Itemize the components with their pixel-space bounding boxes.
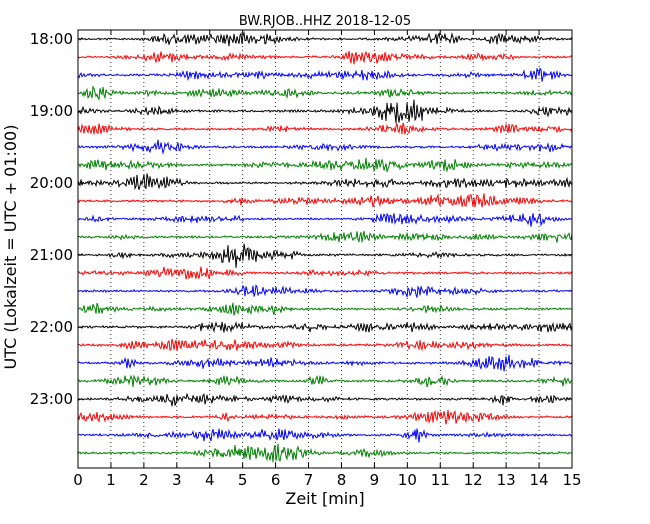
- seismogram-trace: [77, 50, 573, 65]
- x-tick-label: 11: [431, 471, 450, 489]
- seismogram-trace: [77, 193, 573, 208]
- seismogram-trace: [77, 139, 573, 155]
- seismogram-trace: [77, 85, 573, 101]
- y-tick-label: 18:00: [30, 30, 73, 48]
- vertical-gridlines: [110, 30, 540, 468]
- seismogram-trace: [77, 122, 573, 135]
- y-tick-label: 19:00: [30, 102, 73, 120]
- seismogram-trace: [77, 99, 573, 124]
- x-tick-label: 10: [398, 471, 417, 489]
- x-tick-label: 6: [271, 471, 281, 489]
- x-tick-label: 1: [106, 471, 116, 489]
- x-tick-label: 4: [205, 471, 215, 489]
- seismogram-trace: [77, 266, 573, 280]
- x-tick-label: 3: [172, 471, 182, 489]
- seismogram-trace: [77, 320, 573, 333]
- x-axis-label: Zeit [min]: [285, 489, 364, 508]
- x-tick-label: 13: [497, 471, 516, 489]
- seismogram-trace: [77, 409, 573, 425]
- x-tick-label: 8: [337, 471, 347, 489]
- seismogram-trace: [77, 354, 573, 372]
- x-tick-label: 12: [464, 471, 483, 489]
- x-tick-label: 14: [530, 471, 549, 489]
- y-tick-label: 20:00: [30, 174, 73, 192]
- seismogram-trace: [77, 30, 573, 47]
- seismogram-trace: [77, 302, 573, 316]
- x-tick-label: 15: [562, 471, 581, 489]
- seismogram-trace: [77, 231, 573, 243]
- plot-frame: [77, 29, 573, 469]
- seismogram-trace: [77, 212, 573, 227]
- x-tick-label: 9: [370, 471, 380, 489]
- y-tick-label: 21:00: [30, 246, 73, 264]
- y-tick-label: 22:00: [30, 318, 73, 336]
- seismogram-trace: [77, 338, 573, 352]
- seismogram-trace: [77, 443, 573, 463]
- x-axis-ticks: 0 1 2 3 4 5 6 7 8 9 10 11 12 13 14 15: [73, 30, 582, 489]
- seismogram-trace: [77, 157, 573, 173]
- y-axis-ticks: 18:00 19:00 20:00 21:00 22:00 23:00: [30, 30, 572, 408]
- x-tick-label: 2: [139, 471, 149, 489]
- seismogram-trace: [77, 173, 573, 191]
- seismogram-trace: [77, 392, 573, 407]
- x-tick-label: 5: [238, 471, 248, 489]
- y-tick-label: 23:00: [30, 390, 73, 408]
- chart-title: BW.RJOB..HHZ 2018-12-05: [239, 14, 411, 29]
- seismogram-traces: [77, 30, 573, 463]
- seismogram-trace: [77, 374, 573, 388]
- y-axis-label: UTC (Lokalzeit = UTC + 01:00): [1, 125, 20, 370]
- x-tick-label: 7: [304, 471, 314, 489]
- seismogram-trace: [77, 428, 573, 443]
- seismogram-trace: [77, 284, 573, 298]
- seismogram-trace: [77, 243, 573, 269]
- x-tick-label: 0: [73, 471, 83, 489]
- seismogram-trace: [77, 67, 573, 82]
